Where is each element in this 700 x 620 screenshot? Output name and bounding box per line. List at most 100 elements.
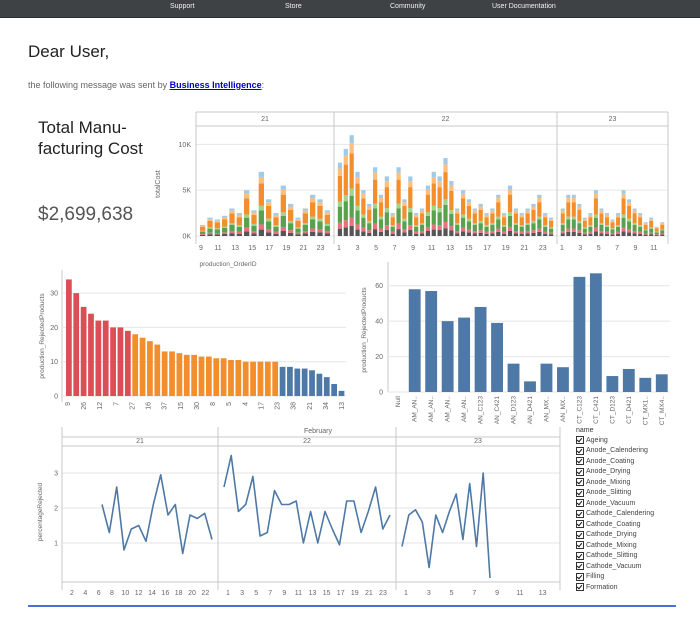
checkbox-checked-icon[interactable] xyxy=(576,457,584,466)
chart1-x-tick-label: 11 xyxy=(428,245,435,252)
legend-item[interactable]: Anode_Slitting xyxy=(576,488,666,499)
chart4-x-tick-label: 15 xyxy=(323,590,331,597)
chart2-bar xyxy=(220,358,227,396)
chart3-bar xyxy=(573,276,586,392)
chart1-bar-segment xyxy=(396,167,401,173)
chart1-bar-segment xyxy=(466,218,472,222)
chart2-x-tick-label: 4 xyxy=(242,402,249,406)
legend-item[interactable]: Cathode_Vacuum xyxy=(576,561,666,572)
chart1-bar-segment xyxy=(599,208,604,211)
checkbox-checked-icon[interactable] xyxy=(576,436,584,445)
chart1-bar-segment xyxy=(537,219,542,229)
checkbox-checked-icon[interactable] xyxy=(576,583,584,592)
chart3-bar xyxy=(524,381,536,392)
chart2-bar xyxy=(183,354,190,396)
chart3-bar xyxy=(458,317,471,392)
chart1-bar-segment xyxy=(414,226,419,232)
legend-item[interactable]: Anode_Drying xyxy=(576,467,666,478)
chart1-bar-segment xyxy=(649,234,654,236)
chart1-bar-segment xyxy=(324,233,330,236)
checkbox-checked-icon[interactable] xyxy=(576,446,584,455)
checkbox-checked-icon[interactable] xyxy=(576,541,584,550)
checkbox-checked-icon[interactable] xyxy=(576,509,584,518)
legend-item[interactable]: Anode_Calendering xyxy=(576,446,666,457)
legend-item[interactable]: Anode_Vacuum xyxy=(576,498,666,509)
chart1-bar-segment xyxy=(402,205,407,219)
legend-item-label: Anode_Drying xyxy=(586,468,631,476)
chart1-bar-segment xyxy=(610,219,615,221)
chart1-bar-segment xyxy=(513,210,518,214)
chart1-bar-segment xyxy=(560,225,565,232)
top-navigation-bar: Support Store Community User Documentati… xyxy=(0,0,700,17)
chart1-bar-segment xyxy=(638,214,643,218)
legend-item[interactable]: Cathode_Coating xyxy=(576,519,666,530)
chart1-bar-segment xyxy=(466,221,472,230)
legend-item[interactable]: Cathode_Calendering xyxy=(576,509,666,520)
chart4-x-tick-label: 17 xyxy=(337,590,345,597)
chart1-x-tick-label: 1 xyxy=(337,245,341,252)
legend-item[interactable]: Ageing xyxy=(576,435,666,446)
nav-user-documentation-link[interactable]: User Documentation xyxy=(492,3,556,10)
checkbox-checked-icon[interactable] xyxy=(576,551,584,560)
legend-item[interactable]: Formation xyxy=(576,582,666,593)
chart2-y-tick-label: 30 xyxy=(50,291,58,298)
chart1-bar-segment xyxy=(610,233,615,235)
chart1-bar-segment xyxy=(571,198,576,203)
chart1-bar-segment xyxy=(419,225,425,232)
checkbox-checked-icon[interactable] xyxy=(576,530,584,539)
chart1-bar-segment xyxy=(310,231,316,236)
chart1-bar-segment xyxy=(337,162,343,169)
chart1-bar-segment xyxy=(566,219,571,229)
checkbox-checked-icon[interactable] xyxy=(576,562,584,571)
chart1-bar-segment xyxy=(599,223,604,225)
chart1-bar-segment xyxy=(425,212,431,216)
legend-item[interactable]: Cathode_Mixing xyxy=(576,540,666,551)
nav-community-link[interactable]: Community xyxy=(390,3,426,10)
chart1-bar-segment xyxy=(449,190,454,211)
chart1-bar-segment xyxy=(548,220,554,228)
chart1-bar-segment xyxy=(207,217,213,220)
chart1-bar-segment xyxy=(273,217,279,226)
chart1-bar-segment xyxy=(490,210,495,214)
chart1-bar-segment xyxy=(317,205,323,219)
chart1-bar-segment xyxy=(280,212,286,216)
chart1-bar-segment xyxy=(355,171,360,177)
legend-item[interactable]: Anode_Mixing xyxy=(576,477,666,488)
checkbox-checked-icon[interactable] xyxy=(576,478,584,487)
nav-support-link[interactable]: Support xyxy=(170,3,195,10)
chart1-bar-segment xyxy=(214,219,220,221)
chart2-x-tick-label: 27 xyxy=(129,402,136,410)
checkbox-checked-icon[interactable] xyxy=(576,520,584,529)
chart1-bar-segment xyxy=(361,214,366,218)
legend-item-label: Anode_Mixing xyxy=(586,478,631,486)
checkbox-checked-icon[interactable] xyxy=(576,467,584,476)
chart1-bar-segment xyxy=(460,214,466,218)
legend-item[interactable]: Filling xyxy=(576,572,666,583)
sender-link[interactable]: Business Intelligence xyxy=(169,80,262,90)
legend-item[interactable]: Cathode_Slitting xyxy=(576,551,666,562)
chart1-y-tick-label: 10K xyxy=(179,142,192,149)
legend-item[interactable]: Anode_Coating xyxy=(576,456,666,467)
chart1-bar-segment xyxy=(478,203,483,207)
chart1-bar-segment xyxy=(577,232,582,236)
chart1-bar-segment xyxy=(373,223,378,230)
chart4-x-tick-label: 13 xyxy=(539,590,547,597)
checkbox-checked-icon[interactable] xyxy=(576,499,584,508)
chart2-x-tick-label: 38 xyxy=(291,402,298,410)
chart1-bar-segment xyxy=(548,227,554,229)
chart1-bar-segment xyxy=(507,226,513,231)
chart1-bar-segment xyxy=(654,227,659,229)
chart4-x-tick-label: 12 xyxy=(135,590,143,597)
chart1-bar-segment xyxy=(222,217,228,220)
checkbox-checked-icon[interactable] xyxy=(576,572,584,581)
checkbox-checked-icon[interactable] xyxy=(576,488,584,497)
chart1-x-tick-label: 3 xyxy=(356,245,360,252)
chart1-bar-segment xyxy=(222,233,228,236)
chart1-bar-segment xyxy=(455,225,460,232)
nav-store-link[interactable]: Store xyxy=(285,3,302,10)
legend-item[interactable]: Cathode_Drying xyxy=(576,530,666,541)
chart1-bar-segment xyxy=(490,223,495,225)
chart1-bar-segment xyxy=(604,217,609,226)
chart2-x-tick-label: 26 xyxy=(81,402,88,410)
chart1-x-tick-label: 3 xyxy=(578,245,582,252)
